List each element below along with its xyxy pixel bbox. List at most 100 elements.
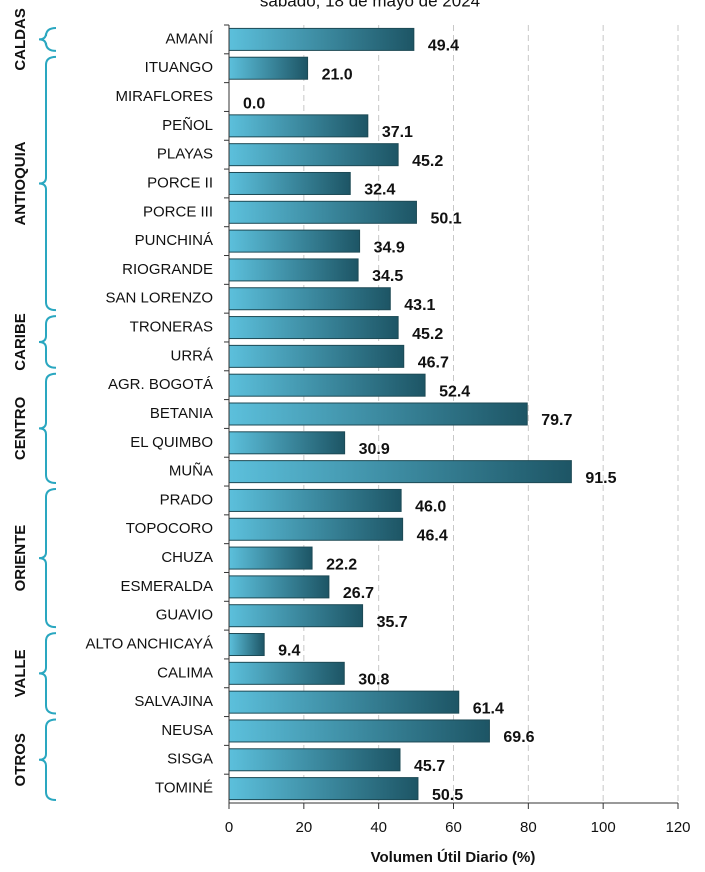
bar xyxy=(228,604,364,628)
value-label: 69.6 xyxy=(503,729,534,746)
y-tick-label: TRONERAS xyxy=(130,319,213,336)
group-bracket xyxy=(38,632,57,715)
y-tick-label: SALVAJINA xyxy=(134,693,213,710)
value-label: 50.1 xyxy=(430,211,461,228)
y-tick-label: PORCE II xyxy=(147,174,213,191)
value-label: 46.7 xyxy=(418,355,449,372)
y-tick-label: PRADO xyxy=(160,491,213,508)
group-label: CALDAS xyxy=(12,8,29,71)
bar xyxy=(228,719,490,743)
y-tick-label: PUNCHINÁ xyxy=(135,232,213,249)
value-label: 26.7 xyxy=(343,585,374,602)
y-tick-label: CHUZA xyxy=(161,549,213,566)
y-tick-label: TOPOCORO xyxy=(126,520,213,537)
bar xyxy=(228,114,369,138)
y-tick-label: MIRAFLORES xyxy=(115,88,213,105)
x-tick-label: 40 xyxy=(370,819,387,836)
value-label: 46.0 xyxy=(415,499,446,516)
value-label: 30.9 xyxy=(359,441,390,458)
y-tick-label: URRÁ xyxy=(170,347,213,364)
bar xyxy=(228,690,460,714)
value-label: 34.5 xyxy=(372,268,403,285)
x-tick-label: 20 xyxy=(295,819,312,836)
y-tick-label: ITUANGO xyxy=(145,59,213,76)
value-label: 21.0 xyxy=(322,66,353,83)
bar xyxy=(228,431,346,455)
group-label: ANTIOQUIA xyxy=(12,141,29,225)
group-bracket xyxy=(38,718,57,801)
value-label: 50.5 xyxy=(432,787,463,804)
bar xyxy=(228,661,345,685)
value-label: 34.9 xyxy=(374,239,405,256)
group-label: OTROS xyxy=(12,733,29,786)
value-label: 30.8 xyxy=(358,672,389,689)
y-tick-label: ALTO ANCHICAYÁ xyxy=(85,635,213,652)
bar xyxy=(228,460,572,484)
bar xyxy=(228,373,426,397)
y-tick-label: GUAVIO xyxy=(156,607,213,624)
bar xyxy=(228,575,330,599)
bar xyxy=(228,748,401,772)
group-bracket xyxy=(38,315,57,369)
value-label: 22.2 xyxy=(326,556,357,573)
y-tick-label: AMANÍ xyxy=(165,30,213,47)
y-tick-label: EL QUIMBO xyxy=(130,434,213,451)
group-bracket xyxy=(38,55,57,312)
bar xyxy=(228,200,417,224)
value-label: 45.7 xyxy=(414,758,445,775)
group-label: VALLE xyxy=(12,649,29,697)
group-label: CENTRO xyxy=(12,396,29,460)
y-tick-label: CALIMA xyxy=(157,664,213,681)
value-label: 0.0 xyxy=(243,95,265,112)
x-tick-label: 100 xyxy=(591,819,616,836)
y-tick-label: ESMERALDA xyxy=(120,578,213,595)
value-label: 35.7 xyxy=(377,614,408,631)
bar xyxy=(228,258,359,282)
bar xyxy=(228,546,313,570)
bar xyxy=(228,229,361,253)
y-tick-label: PORCE III xyxy=(143,203,213,220)
y-tick-label: BETANIA xyxy=(150,405,213,422)
group-bracket xyxy=(38,372,57,485)
value-label: 46.4 xyxy=(417,527,448,544)
y-tick-label: RIOGRANDE xyxy=(122,261,213,278)
y-tick-label: SAN LORENZO xyxy=(105,290,213,307)
group-label: CARIBE xyxy=(12,313,29,371)
bar xyxy=(228,171,351,195)
value-label: 9.4 xyxy=(278,643,300,660)
value-label: 52.4 xyxy=(439,383,470,400)
chart-subtitle: sábado, 18 de mayo de 2024 xyxy=(260,0,480,10)
bar xyxy=(228,777,419,801)
bar xyxy=(228,402,528,426)
value-label: 49.4 xyxy=(428,38,459,55)
bar xyxy=(228,344,405,368)
bar xyxy=(228,143,399,167)
y-tick-label: PEÑOL xyxy=(162,117,213,134)
bar xyxy=(228,27,415,51)
x-tick-label: 0 xyxy=(225,819,233,836)
x-axis-label: Volumen Útil Diario (%) xyxy=(371,848,536,866)
y-tick-label: SISGA xyxy=(167,751,213,768)
x-tick-label: 60 xyxy=(445,819,462,836)
bar xyxy=(228,488,402,512)
group-bracket xyxy=(38,27,57,52)
value-label: 45.2 xyxy=(412,326,443,343)
y-tick-label: NEUSA xyxy=(161,722,213,739)
value-label: 61.4 xyxy=(473,700,504,717)
y-tick-label: MUÑA xyxy=(169,463,213,480)
bar xyxy=(228,316,399,340)
group-bracket xyxy=(38,488,57,629)
y-tick-label: PLAYAS xyxy=(157,146,213,163)
bar xyxy=(228,56,309,80)
value-label: 32.4 xyxy=(364,182,395,199)
y-tick-label: TOMINÉ xyxy=(155,780,213,797)
value-label: 79.7 xyxy=(541,412,572,429)
y-tick-label: AGR. BOGOTÁ xyxy=(108,376,213,393)
value-label: 91.5 xyxy=(585,470,616,487)
value-label: 43.1 xyxy=(404,297,435,314)
value-label: 45.2 xyxy=(412,153,443,170)
x-tick-label: 120 xyxy=(665,819,690,836)
value-label: 37.1 xyxy=(382,124,413,141)
group-label: ORIENTE xyxy=(12,525,29,592)
